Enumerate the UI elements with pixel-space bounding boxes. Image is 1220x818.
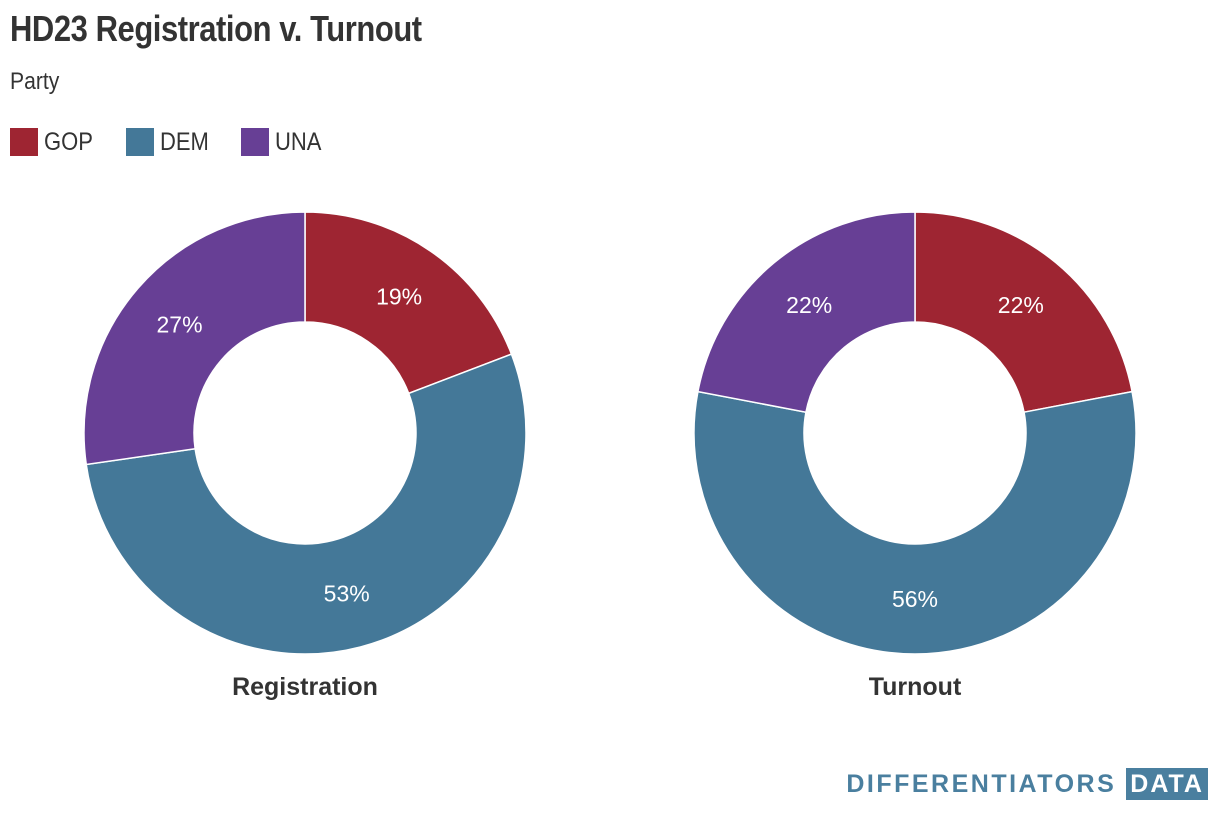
donut-registration: 19% 53% 27% Registration: [83, 211, 527, 701]
chart-title: HD23 Registration v. Turnout: [10, 8, 422, 49]
slice-turnout-una[interactable]: [697, 211, 916, 414]
legend-label-una: UNA: [275, 127, 322, 156]
slice-label-registration-gop: 19%: [376, 283, 422, 309]
slice-label-turnout-gop: 22%: [998, 292, 1044, 318]
chart-caption-registration: Registration: [232, 673, 378, 701]
slice-label-turnout-una: 22%: [786, 292, 832, 318]
slice-label-registration-dem: 53%: [324, 581, 370, 607]
donut-turnout: 22% 56% 22% Turnout: [693, 211, 1137, 701]
legend-swatch-dem: [125, 128, 154, 156]
chart-subtitle: Party: [10, 68, 60, 95]
brand-name: DIFFERENTIATORS: [846, 769, 1117, 798]
legend-item-gop[interactable]: GOP: [10, 128, 100, 157]
slice-turnout-dem[interactable]: [693, 390, 1137, 655]
legend-item-dem[interactable]: DEM: [125, 127, 216, 157]
legend-item-una[interactable]: UNA: [241, 128, 328, 157]
slice-registration-una[interactable]: [83, 211, 306, 466]
slice-label-turnout-dem: 56%: [892, 586, 938, 612]
slice-label-registration-una: 27%: [157, 311, 203, 337]
slice-turnout-gop[interactable]: [914, 211, 1133, 414]
legend-label-gop: GOP: [44, 127, 93, 156]
legend-swatch-una: [241, 128, 270, 156]
legend-swatch-gop: [10, 128, 38, 156]
brand-logo: DIFFERENTIATORS DATA: [846, 768, 1208, 800]
slice-registration-dem[interactable]: [85, 353, 527, 655]
slice-registration-gop[interactable]: [304, 211, 513, 395]
legend: GOP DEM UNA: [10, 126, 354, 158]
chart-caption-turnout: Turnout: [869, 673, 962, 701]
brand-data-box: DATA: [1126, 768, 1208, 800]
legend-label-dem: DEM: [159, 127, 209, 156]
